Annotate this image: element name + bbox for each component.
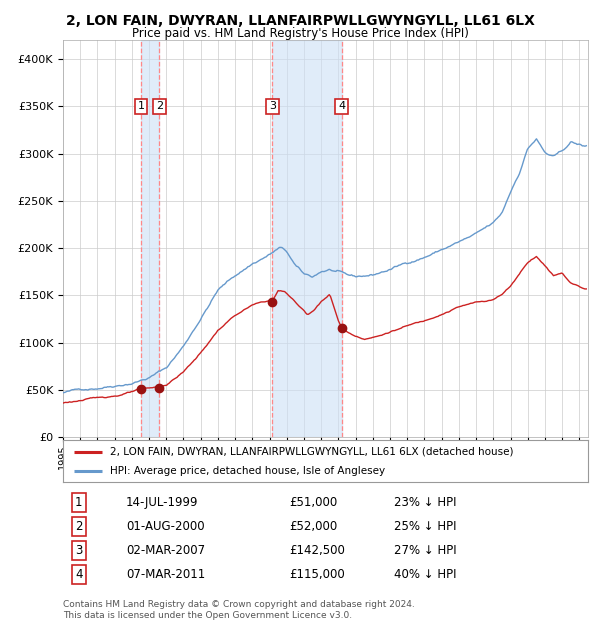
Text: HPI: Average price, detached house, Isle of Anglesey: HPI: Average price, detached house, Isle… — [110, 466, 385, 476]
Text: £52,000: £52,000 — [289, 520, 337, 533]
Text: 1: 1 — [75, 496, 83, 509]
Text: 4: 4 — [338, 102, 345, 112]
Text: Contains HM Land Registry data © Crown copyright and database right 2024.: Contains HM Land Registry data © Crown c… — [63, 600, 415, 609]
Text: 14-JUL-1999: 14-JUL-1999 — [126, 496, 199, 509]
Text: 40% ↓ HPI: 40% ↓ HPI — [394, 568, 456, 581]
Text: 07-MAR-2011: 07-MAR-2011 — [126, 568, 205, 581]
Bar — [272, 40, 341, 437]
Text: 2: 2 — [75, 520, 83, 533]
Text: This data is licensed under the Open Government Licence v3.0.: This data is licensed under the Open Gov… — [63, 611, 352, 620]
Text: 2, LON FAIN, DWYRAN, LLANFAIRPWLLGWYNGYLL, LL61 6LX (detached house): 2, LON FAIN, DWYRAN, LLANFAIRPWLLGWYNGYL… — [110, 446, 514, 456]
Bar — [141, 40, 159, 437]
Text: 02-MAR-2007: 02-MAR-2007 — [126, 544, 205, 557]
Text: 1: 1 — [137, 102, 145, 112]
Text: 2, LON FAIN, DWYRAN, LLANFAIRPWLLGWYNGYLL, LL61 6LX: 2, LON FAIN, DWYRAN, LLANFAIRPWLLGWYNGYL… — [65, 14, 535, 28]
Text: £51,000: £51,000 — [289, 496, 337, 509]
Text: 4: 4 — [75, 568, 83, 581]
Text: 23% ↓ HPI: 23% ↓ HPI — [394, 496, 456, 509]
Text: 01-AUG-2000: 01-AUG-2000 — [126, 520, 205, 533]
Text: Price paid vs. HM Land Registry's House Price Index (HPI): Price paid vs. HM Land Registry's House … — [131, 27, 469, 40]
Text: 27% ↓ HPI: 27% ↓ HPI — [394, 544, 457, 557]
Text: 2: 2 — [155, 102, 163, 112]
Text: £142,500: £142,500 — [289, 544, 344, 557]
Text: 3: 3 — [269, 102, 276, 112]
Text: 25% ↓ HPI: 25% ↓ HPI — [394, 520, 456, 533]
Text: 3: 3 — [75, 544, 82, 557]
Text: £115,000: £115,000 — [289, 568, 344, 581]
